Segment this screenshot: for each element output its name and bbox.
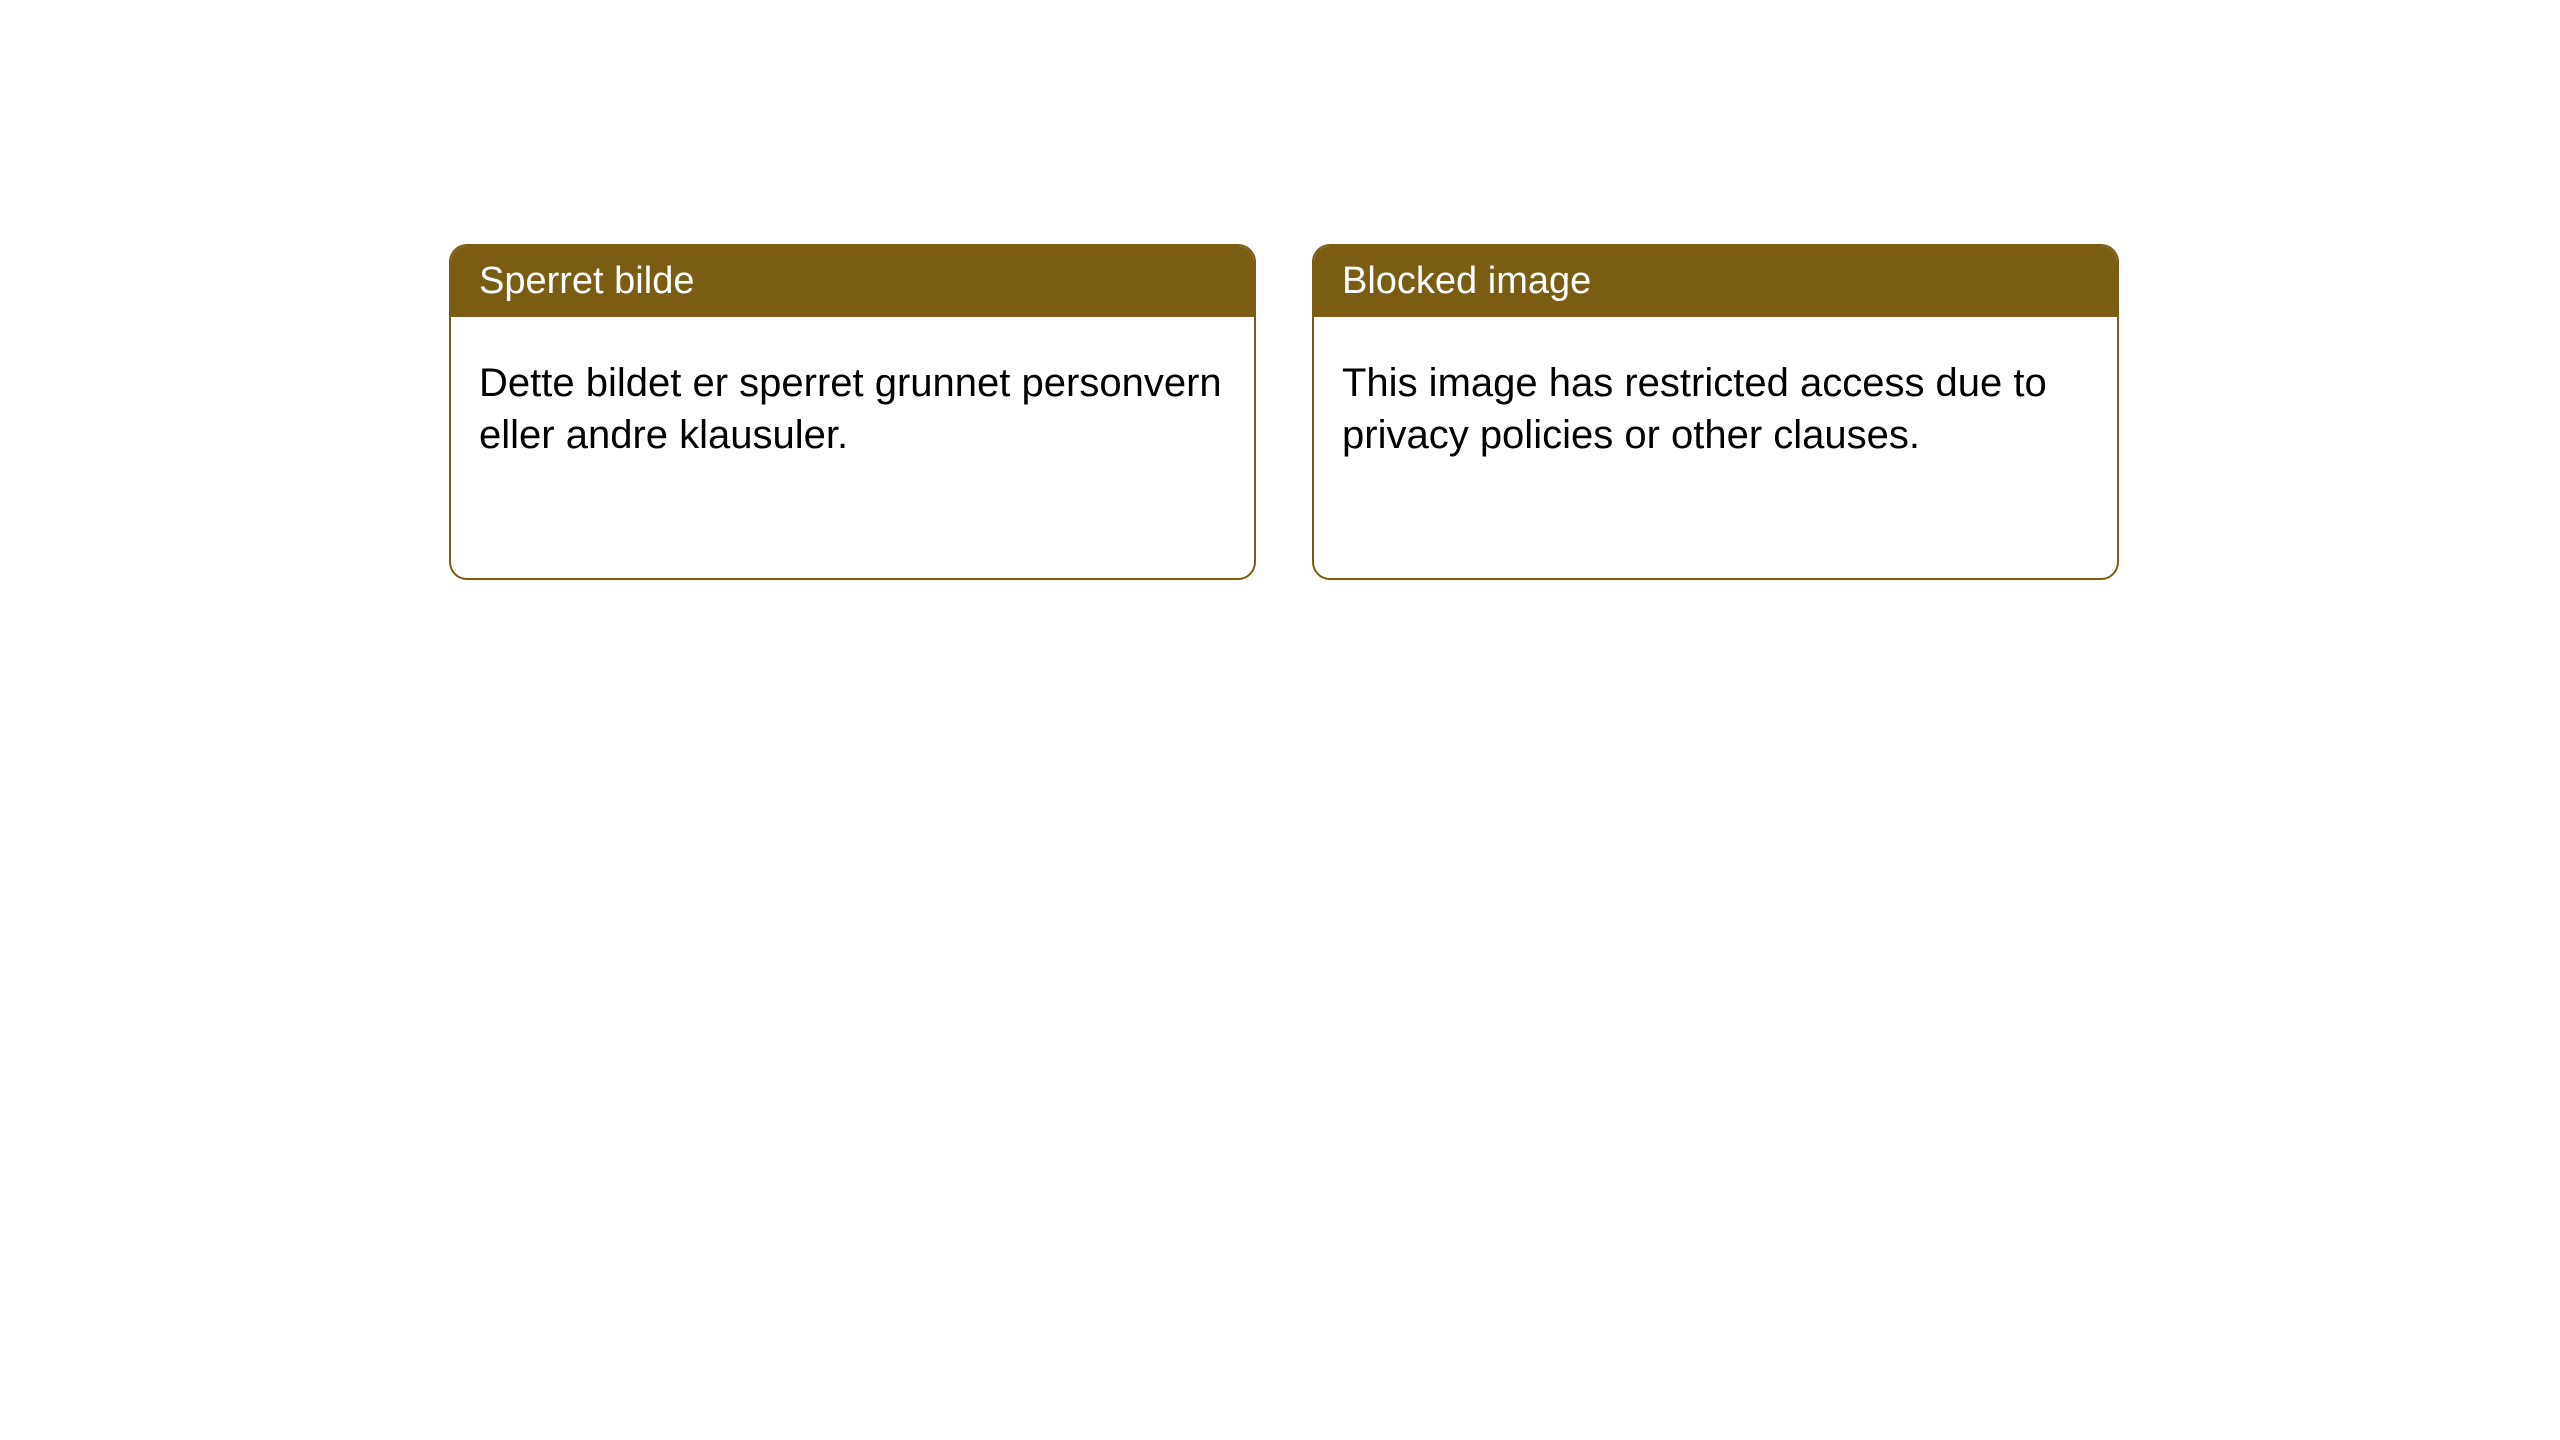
notice-title: Blocked image [1314, 246, 2117, 317]
notice-body: Dette bildet er sperret grunnet personve… [451, 317, 1254, 489]
notice-card-norwegian: Sperret bilde Dette bildet er sperret gr… [449, 244, 1256, 580]
notice-container: Sperret bilde Dette bildet er sperret gr… [0, 0, 2560, 580]
notice-title: Sperret bilde [451, 246, 1254, 317]
notice-body: This image has restricted access due to … [1314, 317, 2117, 489]
notice-card-english: Blocked image This image has restricted … [1312, 244, 2119, 580]
